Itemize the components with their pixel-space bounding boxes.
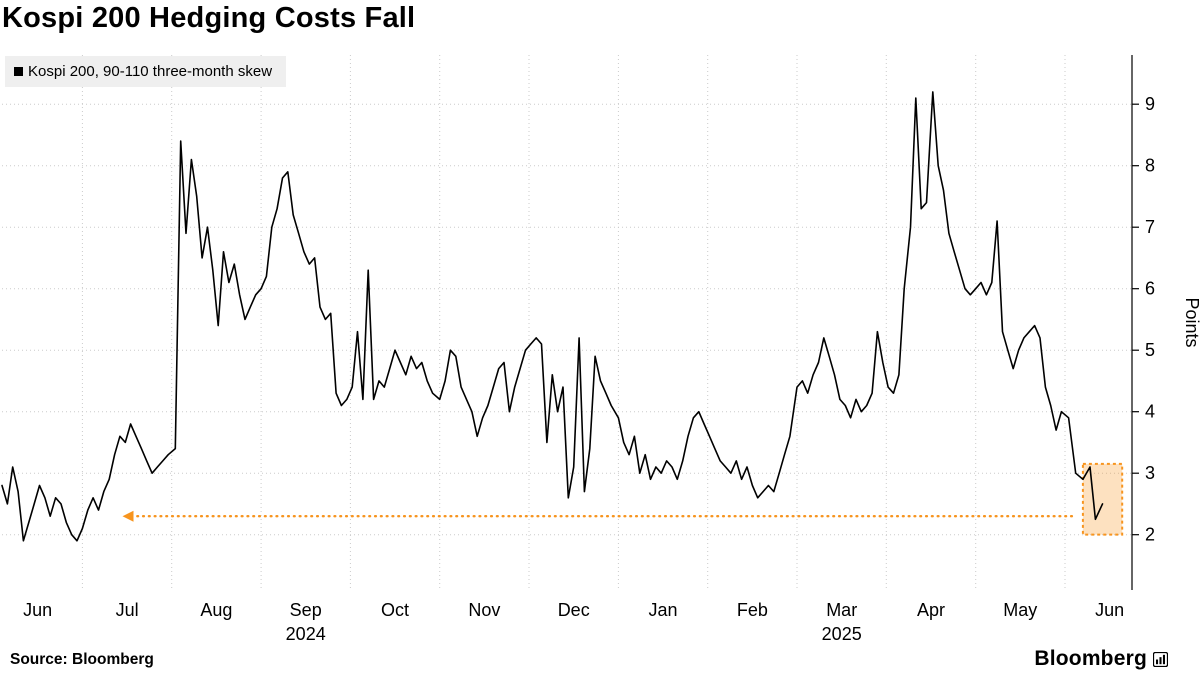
y-tick-label: 4 — [1145, 402, 1155, 422]
bar-chart-icon — [1153, 651, 1168, 667]
x-month-label: Nov — [468, 600, 500, 620]
x-year-label: 2024 — [286, 624, 326, 644]
bloomberg-logo: Bloomberg — [1034, 647, 1168, 671]
y-tick-label: 3 — [1145, 463, 1155, 483]
x-year-label: 2025 — [822, 624, 862, 644]
y-tick-label: 7 — [1145, 217, 1155, 237]
x-month-label: Dec — [558, 600, 590, 620]
x-month-label: Apr — [917, 600, 945, 620]
chart-title: Kospi 200 Hedging Costs Fall — [2, 2, 416, 34]
series-line — [1, 91, 1104, 542]
y-tick-label: 9 — [1145, 94, 1155, 114]
source-credit: Source: Bloomberg — [10, 651, 154, 668]
x-month-label: Feb — [737, 600, 768, 620]
x-month-label: May — [1003, 600, 1037, 620]
highlight-box — [1081, 462, 1124, 536]
y-tick-label: 6 — [1145, 279, 1155, 299]
y-tick-label: 5 — [1145, 340, 1155, 360]
y-axis-title: Points — [1182, 297, 1200, 347]
x-month-label: Jul — [116, 600, 139, 620]
x-month-label: Sep — [290, 600, 322, 620]
bloomberg-wordmark: Bloomberg — [1034, 647, 1147, 670]
x-month-label: Mar — [826, 600, 857, 620]
reference-arrowhead-icon — [122, 510, 134, 522]
legend: Kospi 200, 90-110 three-month skew — [5, 56, 287, 87]
x-month-label: Jun — [1095, 600, 1124, 620]
legend-label: Kospi 200, 90-110 three-month skew — [28, 63, 273, 80]
legend-swatch-icon — [14, 67, 23, 76]
y-tick-label: 2 — [1145, 525, 1155, 545]
x-month-label: Jun — [23, 600, 52, 620]
y-tick-label: 8 — [1145, 156, 1155, 176]
x-month-label: Oct — [381, 600, 409, 620]
x-month-label: Aug — [200, 600, 232, 620]
x-month-label: Jan — [648, 600, 677, 620]
